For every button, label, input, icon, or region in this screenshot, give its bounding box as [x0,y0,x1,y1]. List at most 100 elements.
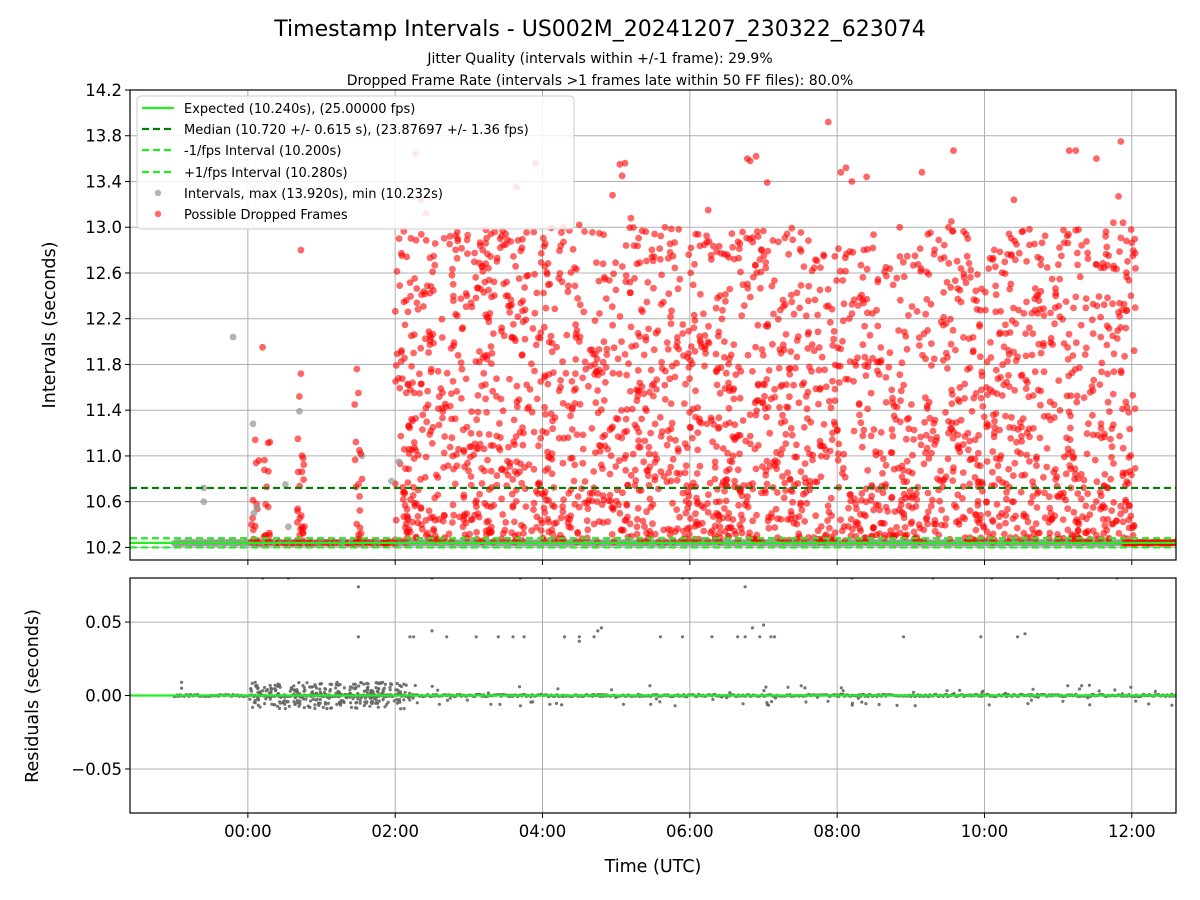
dropped-frame-point [923,296,931,303]
dropped-frame-point [817,384,824,392]
dropped-frame-point [1110,262,1118,270]
residual-point [274,688,278,692]
dropped-frame-point [725,360,732,368]
dropped-frame-point [485,431,493,438]
dropped-frame-point [506,459,514,467]
dropped-frame-point [407,234,415,242]
dropped-frame-point [656,255,664,263]
dropped-frame-point [410,349,417,357]
dropped-frame-point [487,343,495,350]
residual-point [283,702,287,706]
dropped-frame-point [297,370,305,377]
dropped-frame-point [689,405,697,413]
residual-point [369,696,373,700]
dropped-frame-point [692,413,699,421]
dropped-frame-point [457,359,465,367]
dropped-frame-point [627,323,635,331]
dropped-frame-point [463,236,471,244]
dropped-frame-point [835,440,843,448]
dropped-frame-point [864,309,871,317]
dropped-frame-point [809,451,817,459]
dropped-frame-point [528,360,535,368]
dropped-frame-point [357,530,365,538]
dropped-frame-point [646,495,654,503]
dropped-frame-point [763,376,771,383]
dropped-frame-point [696,333,703,340]
dropped-frame-point [755,442,762,449]
dropped-frame-point [746,293,754,301]
dropped-frame-point [449,452,457,460]
dropped-frame-point [731,421,739,429]
dropped-frame-point [621,159,629,167]
dropped-frame-point [411,275,418,282]
dropped-frame-point [615,457,623,465]
dropped-frame-point [1009,472,1017,480]
dropped-frame-point [957,265,965,272]
dropped-frame-point [1123,306,1131,314]
residual-point [474,635,478,639]
dropped-frame-point [800,263,808,270]
dropped-frame-point [642,228,650,236]
dropped-frame-point [1089,504,1097,511]
dropped-frame-point [1107,475,1115,483]
dropped-frame-point [1103,526,1111,534]
dropped-frame-point [923,405,931,412]
dropped-frame-point [1046,504,1054,512]
dropped-frame-point [818,353,826,361]
dropped-frame-point [934,475,941,482]
y-tick-label: 12.2 [85,310,122,329]
residual-point [342,686,346,690]
dropped-frame-point [404,308,412,316]
dropped-frame-point [687,515,694,522]
dropped-frame-point [418,525,426,533]
dropped-frame-point [857,527,864,535]
dropped-frame-point [559,358,566,366]
dropped-frame-point [923,268,931,276]
dropped-frame-point [595,346,603,353]
dropped-frame-point [1052,285,1059,292]
dropped-frame-point [658,271,665,279]
dropped-frame-point [752,343,759,351]
dropped-frame-point [588,497,596,505]
dropped-frame-point [829,377,836,385]
dropped-frame-point [673,506,681,513]
residual-point [356,585,360,589]
dropped-frame-point [1099,502,1107,509]
dropped-frame-point [738,312,746,319]
interval-point [250,509,258,517]
dropped-frame-point [409,379,416,386]
dropped-frame-point [969,347,977,355]
dropped-frame-point [870,426,878,433]
dropped-frame-point [1090,376,1098,384]
dropped-frame-point [559,503,566,510]
dropped-frame-point [713,443,720,450]
dropped-frame-point [546,280,554,288]
residual-point [648,684,652,688]
dropped-frame-point [1066,462,1074,469]
dropped-frame-point [1089,431,1097,439]
dropped-frame-point [1047,309,1054,317]
dropped-frame-point [667,425,675,433]
residual-point [358,701,362,705]
dropped-frame-point [1040,305,1047,313]
dropped-frame-point [803,405,811,413]
dropped-frame-point [629,450,637,458]
dropped-frame-point [468,303,476,311]
dropped-frame-point [825,397,833,405]
dropped-frame-point [608,303,616,311]
dropped-frame-point [965,260,973,267]
dropped-frame-point [1027,499,1035,506]
dropped-frame-point [1058,252,1065,260]
dropped-frame-point [935,236,943,244]
dropped-frame-point [1125,409,1132,416]
dropped-frame-point [929,496,936,504]
dropped-frame-point [404,479,412,486]
dropped-frame-point [828,533,835,541]
dropped-frame-point [973,297,980,305]
dropped-frame-point [852,362,860,369]
dropped-frame-point [1047,334,1055,342]
dropped-frame-point [633,424,641,432]
residual-point [249,689,253,693]
dropped-frame-point [746,432,754,440]
dropped-frame-point [822,531,830,539]
